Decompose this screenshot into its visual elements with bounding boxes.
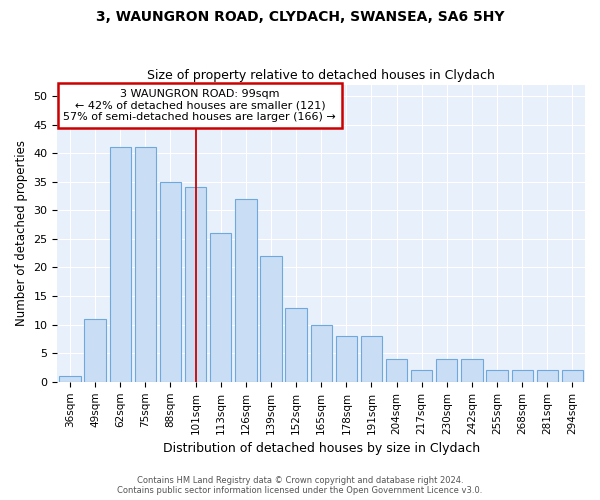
Bar — [562, 370, 583, 382]
Bar — [411, 370, 433, 382]
Bar — [536, 370, 558, 382]
Bar — [85, 319, 106, 382]
Text: 3 WAUNGRON ROAD: 99sqm
← 42% of detached houses are smaller (121)
57% of semi-de: 3 WAUNGRON ROAD: 99sqm ← 42% of detached… — [64, 89, 336, 122]
Bar — [436, 359, 457, 382]
Bar — [487, 370, 508, 382]
Text: Contains HM Land Registry data © Crown copyright and database right 2024.
Contai: Contains HM Land Registry data © Crown c… — [118, 476, 482, 495]
Bar — [512, 370, 533, 382]
X-axis label: Distribution of detached houses by size in Clydach: Distribution of detached houses by size … — [163, 442, 480, 455]
Bar — [185, 188, 206, 382]
Bar — [335, 336, 357, 382]
Bar — [286, 308, 307, 382]
Bar — [235, 199, 257, 382]
Bar — [160, 182, 181, 382]
Bar — [210, 233, 232, 382]
Bar — [59, 376, 80, 382]
Bar — [260, 256, 281, 382]
Bar — [110, 148, 131, 382]
Bar — [311, 324, 332, 382]
Bar — [386, 359, 407, 382]
Text: 3, WAUNGRON ROAD, CLYDACH, SWANSEA, SA6 5HY: 3, WAUNGRON ROAD, CLYDACH, SWANSEA, SA6 … — [96, 10, 504, 24]
Y-axis label: Number of detached properties: Number of detached properties — [15, 140, 28, 326]
Bar — [361, 336, 382, 382]
Bar — [461, 359, 482, 382]
Title: Size of property relative to detached houses in Clydach: Size of property relative to detached ho… — [147, 69, 495, 82]
Bar — [134, 148, 156, 382]
